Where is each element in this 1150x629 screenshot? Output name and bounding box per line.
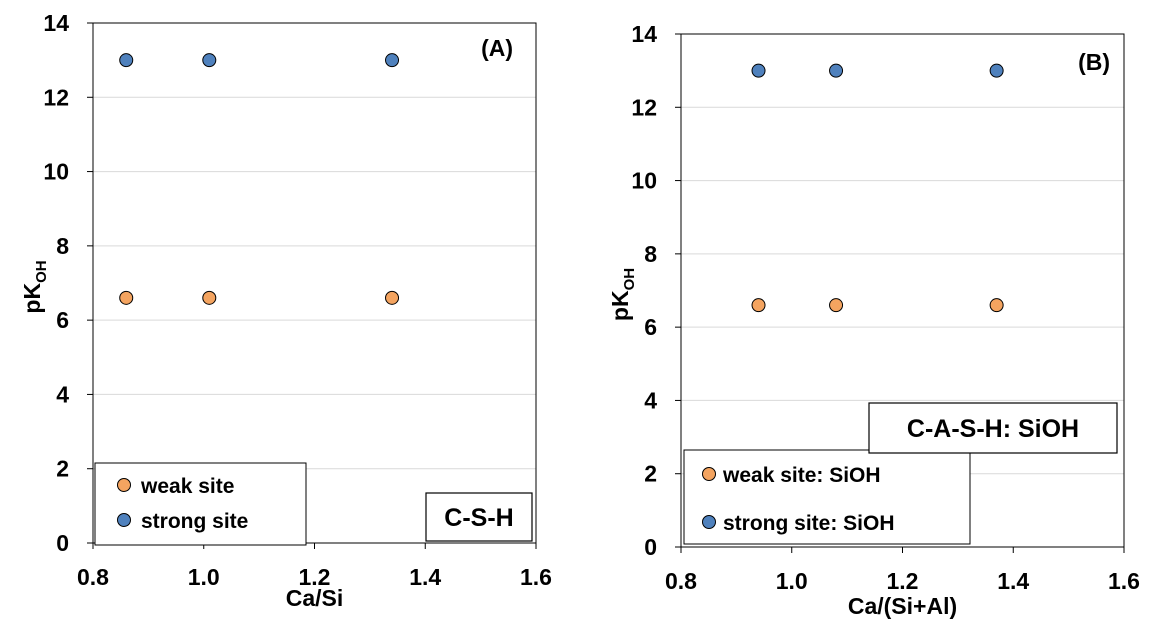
y-tick-label: 2 [56, 456, 69, 482]
material-label: C-A-S-H: SiOH [907, 415, 1079, 443]
legend-marker [117, 513, 131, 527]
y-tick-label: 12 [43, 84, 69, 110]
legend-label: strong site [141, 510, 248, 533]
legend-label: weak site [140, 475, 234, 498]
y-tick-label: 4 [56, 381, 69, 407]
y-axis-title-main: pK [19, 283, 45, 314]
y-tick-label: 0 [56, 530, 69, 556]
x-tick-label: 0.8 [665, 568, 697, 594]
y-axis-title: pKOH [19, 260, 50, 313]
x-tick-label: 1.0 [188, 564, 220, 590]
y-axis-title-subscript: OH [621, 268, 638, 291]
legend-marker [117, 478, 131, 492]
legend-marker [702, 515, 716, 529]
y-tick-label: 0 [644, 534, 657, 560]
y-tick-label: 8 [644, 241, 657, 267]
y-tick-label: 6 [56, 307, 69, 333]
y-tick-label: 8 [56, 233, 69, 259]
x-tick-label: 1.4 [997, 568, 1029, 594]
chart-panel-b: 0 2 4 6 8 10 12 14 0.8 1.0 1.2 1.4 1.6 Ca/(Si+Al) pKOH… [607, 21, 1140, 619]
legend-label: strong site: SiOH [723, 512, 895, 535]
y-tick-label: 12 [631, 94, 657, 120]
x-tick-label: 1.2 [887, 568, 919, 594]
strong-site-point [202, 53, 217, 68]
x-axis-title: Ca/Si [286, 585, 344, 611]
material-label: C-S-H [444, 504, 513, 532]
y-tick-label: 14 [631, 21, 657, 47]
x-tick-label: 1.6 [1108, 568, 1140, 594]
legend: weak site strong site [94, 462, 307, 546]
y-tick-label: 6 [644, 314, 657, 340]
strong-site-point [119, 53, 134, 68]
y-tick-label: 4 [644, 387, 657, 413]
strong-site-point [385, 53, 400, 68]
legend-box [683, 449, 971, 545]
weak-site-point [202, 290, 217, 305]
weak-site-point [829, 298, 844, 313]
x-axis-title: Ca/(Si+Al) [848, 593, 957, 619]
y-tick-label: 14 [43, 10, 69, 36]
weak-site-point [989, 298, 1004, 313]
weak-site-point [119, 290, 134, 305]
strong-site-point [751, 63, 766, 78]
x-tick-label: 0.8 [77, 564, 109, 590]
strong-site-point [829, 63, 844, 78]
panel-label: (B) [1078, 49, 1110, 75]
legend-marker [702, 467, 716, 481]
y-axis-title: pKOH [607, 268, 638, 321]
x-tick-label: 1.2 [299, 564, 331, 590]
y-axis-title-subscript: OH [33, 260, 50, 283]
y-axis-title-main: pK [607, 290, 633, 321]
y-tick-label: 2 [644, 461, 657, 487]
chart-panel-a: 0 2 4 6 8 10 12 14 0.8 1.0 1.2 1.4 1.6 Ca/Si pKOH (A) we… [19, 10, 552, 611]
y-tick-label: 10 [43, 159, 69, 185]
weak-site-point [751, 298, 766, 313]
x-tick-label: 1.0 [776, 568, 808, 594]
strong-site-point [989, 63, 1004, 78]
panel-label: (A) [481, 35, 513, 61]
material-label-box [868, 402, 1118, 454]
x-tick-label: 1.6 [520, 564, 552, 590]
y-tick-label: 10 [631, 168, 657, 194]
material-label-box [425, 492, 533, 542]
legend: weak site: SiOH strong site: SiOH [683, 449, 971, 545]
legend-label: weak site: SiOH [722, 464, 881, 487]
legend-box [94, 462, 307, 546]
weak-site-point [385, 290, 400, 305]
x-tick-label: 1.4 [409, 564, 441, 590]
